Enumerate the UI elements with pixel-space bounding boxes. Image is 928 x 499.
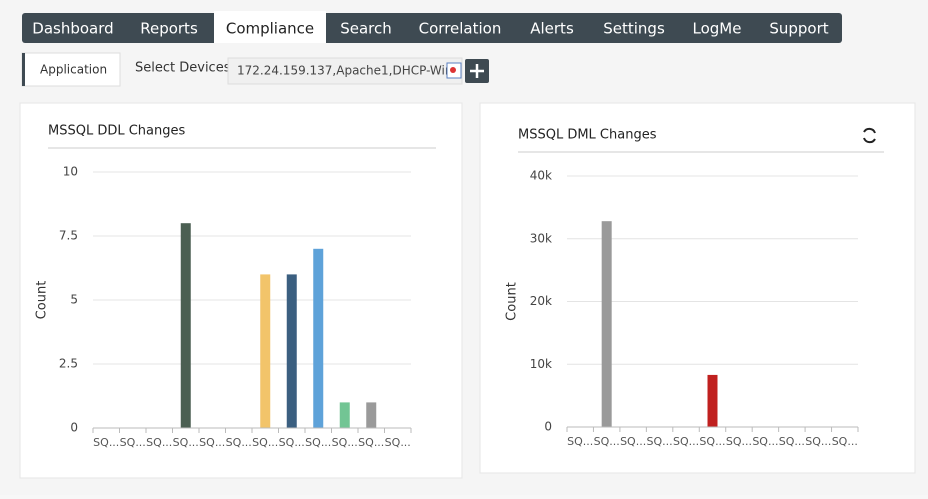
bar	[313, 248, 324, 428]
panel	[19, 102, 463, 479]
bar	[339, 402, 350, 428]
sub-tab-label[interactable]: Application	[40, 63, 107, 77]
nav-tab[interactable]: Alerts	[530, 20, 574, 38]
x-tick-label: SQ...	[699, 435, 725, 448]
y-tick-label: 0	[544, 420, 552, 434]
x-tick-label: SQ...	[199, 436, 225, 449]
x-tick-label: SQ...	[779, 435, 805, 448]
x-tick-label: SQ...	[305, 436, 331, 449]
x-tick-label: SQ...	[673, 435, 699, 448]
nav-tab[interactable]: Support	[769, 20, 828, 38]
bar	[286, 274, 297, 428]
add-icon	[470, 64, 484, 78]
nav-tab[interactable]: Compliance	[226, 20, 314, 38]
y-tick-label: 20k	[530, 294, 552, 308]
x-tick-label: SQ...	[93, 436, 119, 449]
y-tick-label: 7.5	[59, 229, 78, 243]
x-tick-label: SQ...	[567, 435, 593, 448]
nav-tab[interactable]: Search	[340, 20, 392, 38]
y-tick-label: 40k	[530, 169, 552, 183]
device-icon-dot	[450, 67, 456, 73]
chart-title: MSSQL DML Changes	[518, 128, 657, 143]
sub-tab[interactable]	[21, 52, 121, 87]
x-tick-label: SQ...	[832, 435, 858, 448]
y-tick-label: 2.5	[59, 357, 78, 371]
refresh-icon[interactable]	[863, 127, 876, 144]
y-tick-label: 10	[63, 165, 78, 179]
nav-tab[interactable]: LogMe	[693, 20, 742, 38]
x-tick-label: SQ...	[752, 435, 778, 448]
bar	[366, 402, 377, 428]
chart-title: MSSQL DDL Changes	[48, 124, 185, 139]
x-tick-label: SQ...	[620, 435, 646, 448]
y-tick-label: 0	[70, 421, 78, 435]
x-tick-label: SQ...	[358, 436, 384, 449]
field-label: Select Devices	[135, 61, 231, 76]
device-input[interactable]	[227, 57, 463, 85]
y-axis-label: Count	[35, 281, 50, 320]
nav-tab[interactable]: Settings	[603, 20, 665, 38]
nav-tab-active	[214, 11, 326, 43]
nav-tab[interactable]: Dashboard	[32, 20, 113, 38]
x-tick-label: SQ...	[226, 436, 252, 449]
panel	[479, 102, 916, 474]
x-tick-label: SQ...	[146, 436, 172, 449]
sub-tab-marker	[22, 53, 25, 86]
bar	[601, 221, 612, 427]
x-tick-label: SQ...	[385, 436, 411, 449]
bar	[707, 374, 718, 427]
x-tick-label: SQ...	[279, 436, 305, 449]
x-tick-label: SQ...	[805, 435, 831, 448]
y-tick-label: 10k	[530, 357, 552, 371]
x-tick-label: SQ...	[647, 435, 673, 448]
x-tick-label: SQ...	[332, 436, 358, 449]
x-tick-label: SQ...	[120, 436, 146, 449]
y-tick-label: 30k	[530, 231, 552, 245]
bar	[180, 223, 191, 428]
x-tick-label: SQ...	[173, 436, 199, 449]
nav-tab[interactable]: Reports	[140, 20, 198, 38]
x-tick-label: SQ...	[252, 436, 278, 449]
bar	[260, 274, 271, 428]
nav-tab[interactable]: Correlation	[419, 20, 502, 38]
y-tick-label: 5	[70, 293, 78, 307]
y-axis-label: Count	[505, 282, 520, 321]
x-tick-label: SQ...	[594, 435, 620, 448]
device-list[interactable]: 172.24.159.137,Apache1,DHCP-Wind	[237, 64, 460, 78]
x-tick-label: SQ...	[726, 435, 752, 448]
